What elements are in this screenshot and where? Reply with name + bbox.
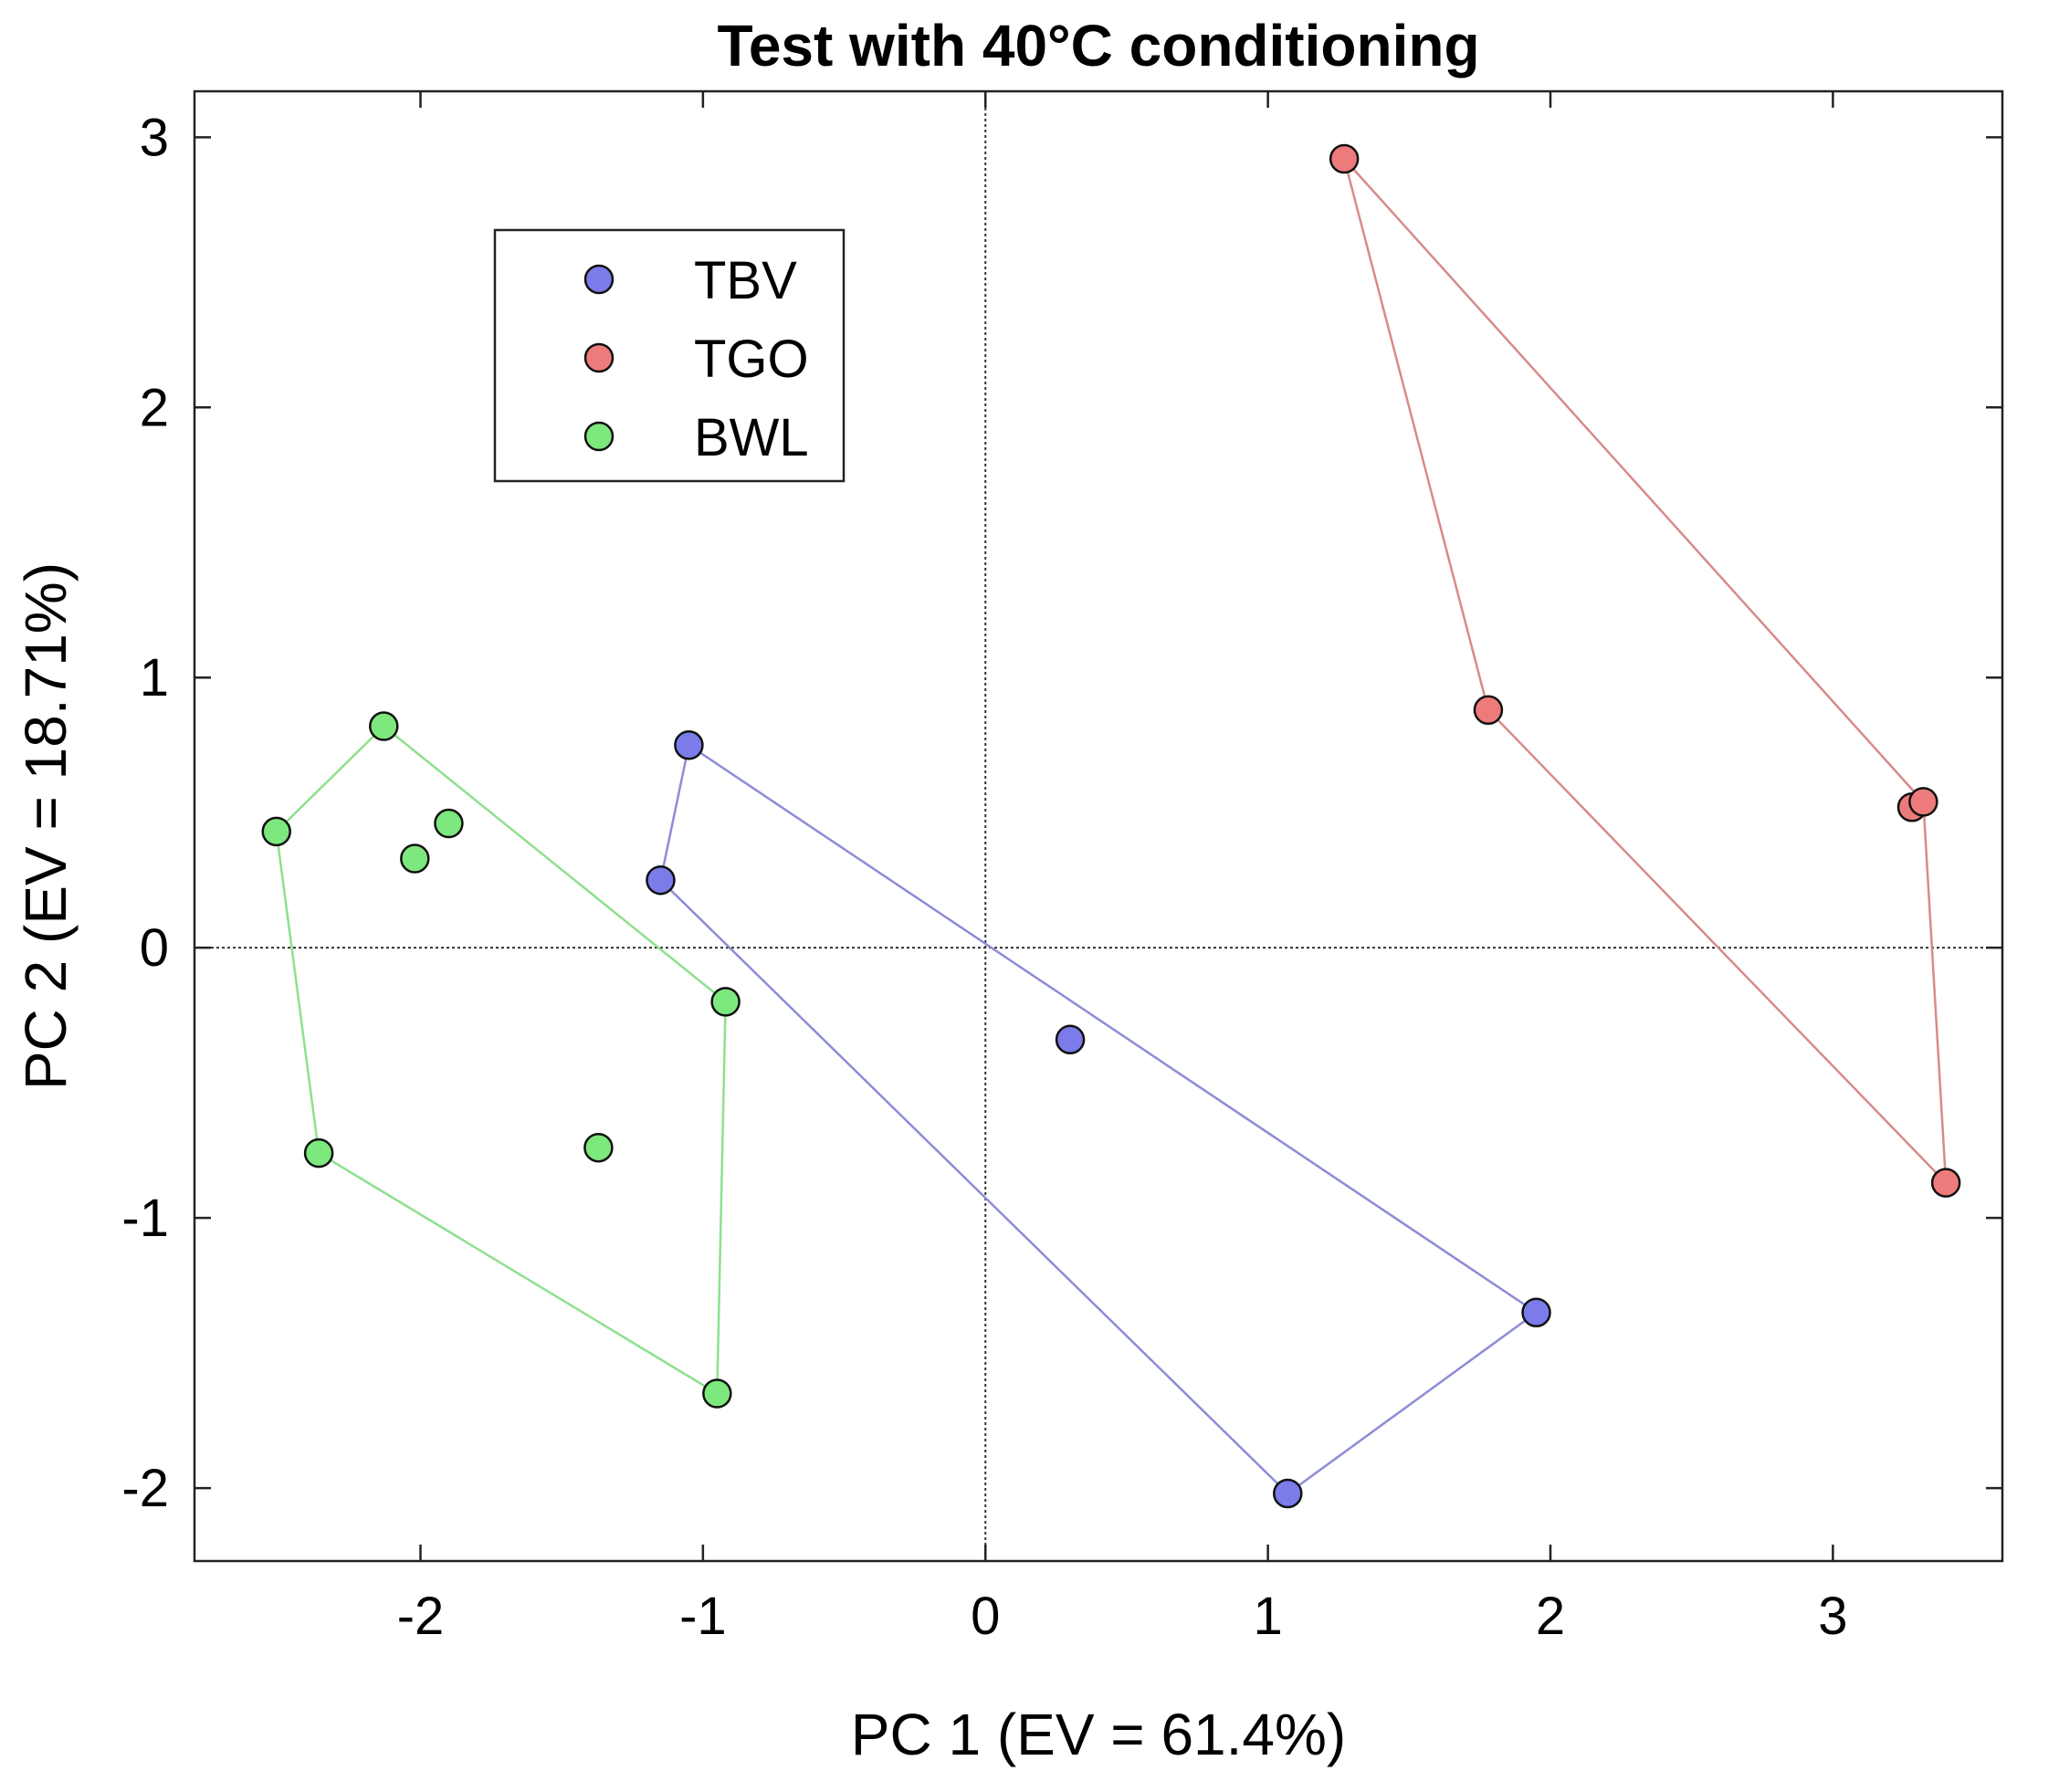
point-tgo [1930,1168,1961,1198]
legend: TBV TGO BWL [493,228,846,483]
point-tbv [646,865,676,896]
point-bwl [369,711,399,741]
point-tbv [674,729,704,760]
point-bwl [702,1378,732,1409]
legend-label-tgo: TGO [694,330,809,389]
y-axis-label: PC 2 (EV = 18.71%) [13,562,79,1090]
legend-marker-tbv [583,264,615,295]
point-tgo [1473,695,1504,725]
y-tick-label: 2 [140,378,169,437]
plot-area [193,89,2004,1563]
point-bwl [261,816,291,847]
x-tick-label: -1 [679,1587,727,1646]
point-tgo [1908,787,1938,817]
data-points [261,143,1961,1509]
point-bwl [303,1137,334,1168]
legend-label-tbv: TBV [694,251,797,310]
point-bwl [583,1132,614,1163]
point-tgo [1329,143,1360,174]
chart-title: Test with 40°C conditioning [717,13,1479,79]
hull-bwl [275,725,727,1396]
x-tick-label: 1 [1253,1587,1282,1646]
y-tick-label: -2 [121,1459,169,1518]
point-tbv [1055,1024,1086,1055]
y-tick-label: -1 [121,1189,169,1248]
point-tbv [1521,1297,1551,1327]
point-bwl [434,808,464,839]
y-tick-label: 1 [140,648,169,707]
axis-ticks: -2 -1 0 1 2 3 -2 -1 0 1 2 3 [121,91,2002,1646]
zero-lines [194,91,2002,1561]
x-tick-label: 2 [1536,1587,1565,1646]
x-tick-label: 0 [971,1587,1000,1646]
x-tick-label: -2 [397,1587,445,1646]
point-bwl [400,844,430,874]
y-tick-label: 3 [140,108,169,167]
point-tbv [1273,1478,1303,1509]
legend-label-bwl: BWL [694,408,809,467]
point-bwl [710,987,741,1017]
legend-marker-bwl [583,421,615,452]
legend-marker-tgo [583,342,615,373]
x-tick-label: 3 [1818,1587,1847,1646]
x-axis-label: PC 1 (EV = 61.4%) [851,1702,1346,1767]
legend-box [493,228,846,483]
axes-box [193,89,2004,1563]
y-tick-label: 0 [140,918,169,978]
